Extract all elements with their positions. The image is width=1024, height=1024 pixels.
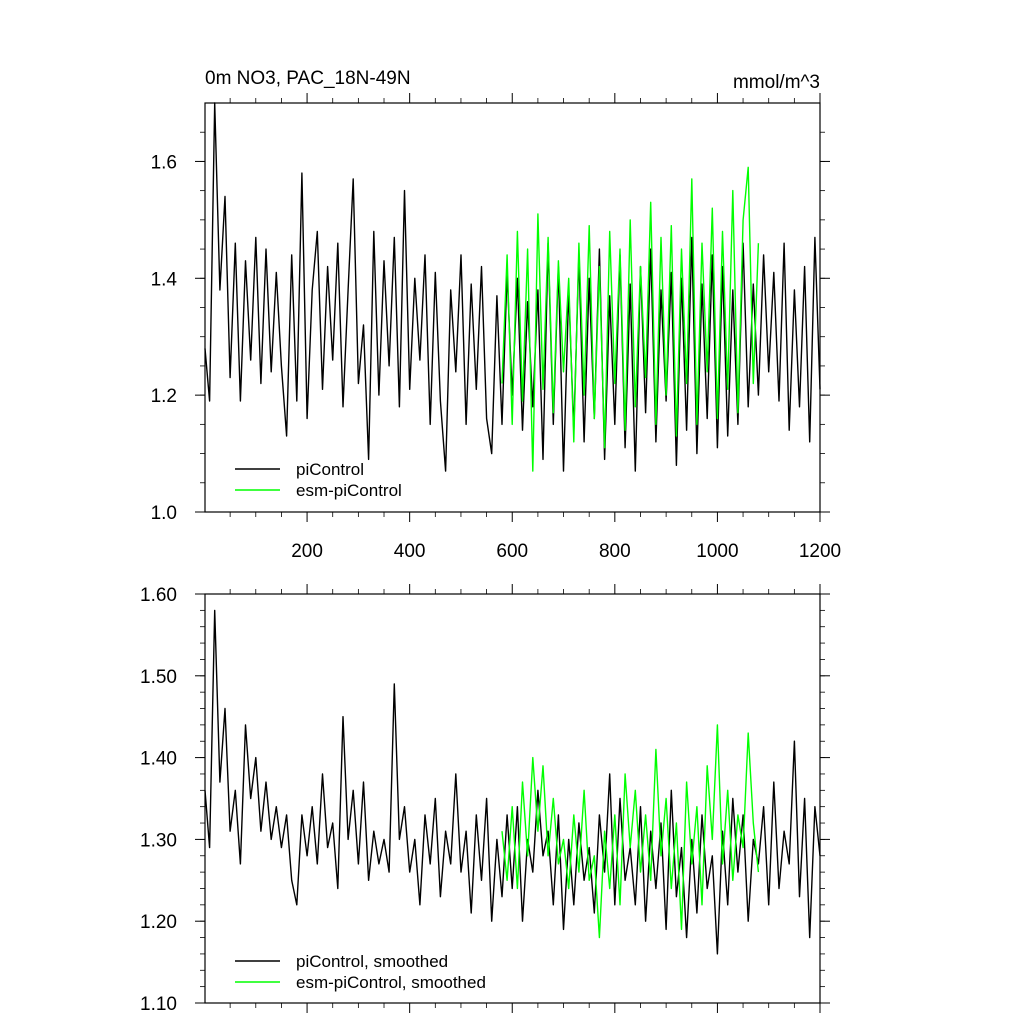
legend-label-picontrol: piControl [296,460,364,479]
panel-title: 0m NO3, PAC_18N-49N [205,68,411,89]
y-tick-label: 1.20 [140,912,177,933]
y-tick-label: 1.30 [140,830,177,851]
y-tick-label: 1.6 [151,152,177,173]
top-legend: piControl esm-piControl [235,460,402,500]
top-series-group [204,102,821,472]
y-tick-label: 1.50 [140,667,177,688]
legend-label-picontrol-smoothed: piControl, smoothed [296,952,448,971]
top-y-axis: 1.0 1.2 1.4 1.6 [151,152,830,524]
top-x-axis: 200 400 600 800 1000 1200 [291,93,841,562]
y-tick-label: 1.10 [140,994,177,1015]
bottom-legend: piControl, smoothed esm-piControl, smoot… [235,952,486,992]
y-tick-label: 1.2 [151,386,177,407]
legend-label-esm-picontrol: esm-piControl [296,481,402,500]
x-tick-label: 1200 [799,541,841,562]
top-plot-frame [204,102,821,513]
series-line-picontrol [204,102,821,472]
y-tick-label: 1.60 [140,585,177,606]
top-panel: 0m NO3, PAC_18N-49N mmol/m^3 1.01.21.41.… [151,68,842,562]
bottom-series-group [204,609,821,955]
series-line-esm-picontrol-smoothed [501,724,760,939]
x-tick-label: 400 [394,541,426,562]
bottom-x-axis [306,584,821,1013]
series-line-picontrol-smoothed [204,609,821,955]
x-tick-label: 200 [291,541,323,562]
series-line-esm-picontrol [501,166,760,472]
x-tick-label: 600 [496,541,528,562]
bottom-y-axis: 1.10 1.20 1.30 1.40 1.50 1.60 [140,585,830,1015]
units-label: mmol/m^3 [733,72,820,93]
bottom-minor-ticks [200,589,825,1008]
y-tick-label: 1.0 [151,503,177,524]
x-tick-label: 800 [599,541,631,562]
x-tick-label: 1000 [696,541,738,562]
y-tick-label: 1.4 [151,269,178,290]
y-tick-label: 1.40 [140,749,177,770]
legend-label-esm-picontrol-smoothed: esm-piControl, smoothed [296,973,486,992]
bottom-panel: 1.10 1.20 1.30 1.40 1.50 1.60 piControl, smoo… [140,584,830,1015]
